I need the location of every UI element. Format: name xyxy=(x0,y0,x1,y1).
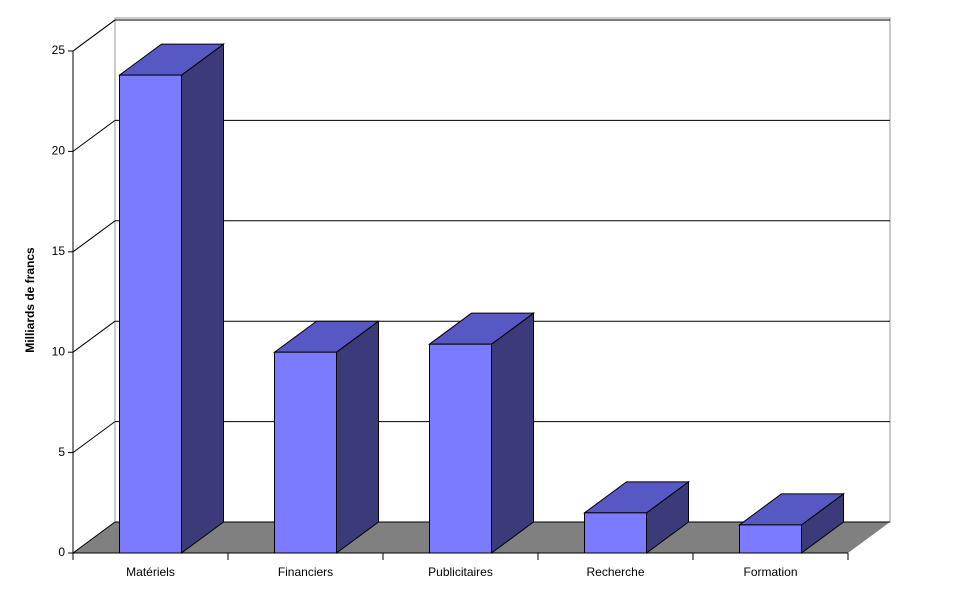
x-tick-label: Recherche xyxy=(586,565,644,579)
y-tick-label: 25 xyxy=(52,43,66,57)
x-tick-label: Matériels xyxy=(126,565,175,579)
grid-line xyxy=(72,521,116,554)
y-tick-label: 5 xyxy=(58,445,65,459)
x-tick-label: Formation xyxy=(743,565,797,579)
bar xyxy=(739,524,802,554)
grid-line xyxy=(72,320,116,353)
bar-side xyxy=(491,312,534,554)
y-tick-label: 10 xyxy=(52,344,66,358)
y-tick-label: 0 xyxy=(58,545,65,559)
x-tick-label: Publicitaires xyxy=(428,565,493,579)
grid-line xyxy=(72,19,116,52)
grid-line xyxy=(72,220,116,253)
y-tick-label: 20 xyxy=(52,144,66,158)
bar xyxy=(119,74,182,554)
x-tick-label: Financiers xyxy=(278,565,333,579)
bar-side xyxy=(181,43,224,554)
grid-line xyxy=(72,119,116,152)
y-tick-label: 15 xyxy=(52,244,66,258)
bar xyxy=(429,343,492,554)
bar-side xyxy=(336,320,379,554)
bar xyxy=(584,512,647,554)
y-axis-label: Milliards de francs xyxy=(23,247,37,353)
bar xyxy=(274,351,337,554)
grid-line xyxy=(72,421,116,454)
